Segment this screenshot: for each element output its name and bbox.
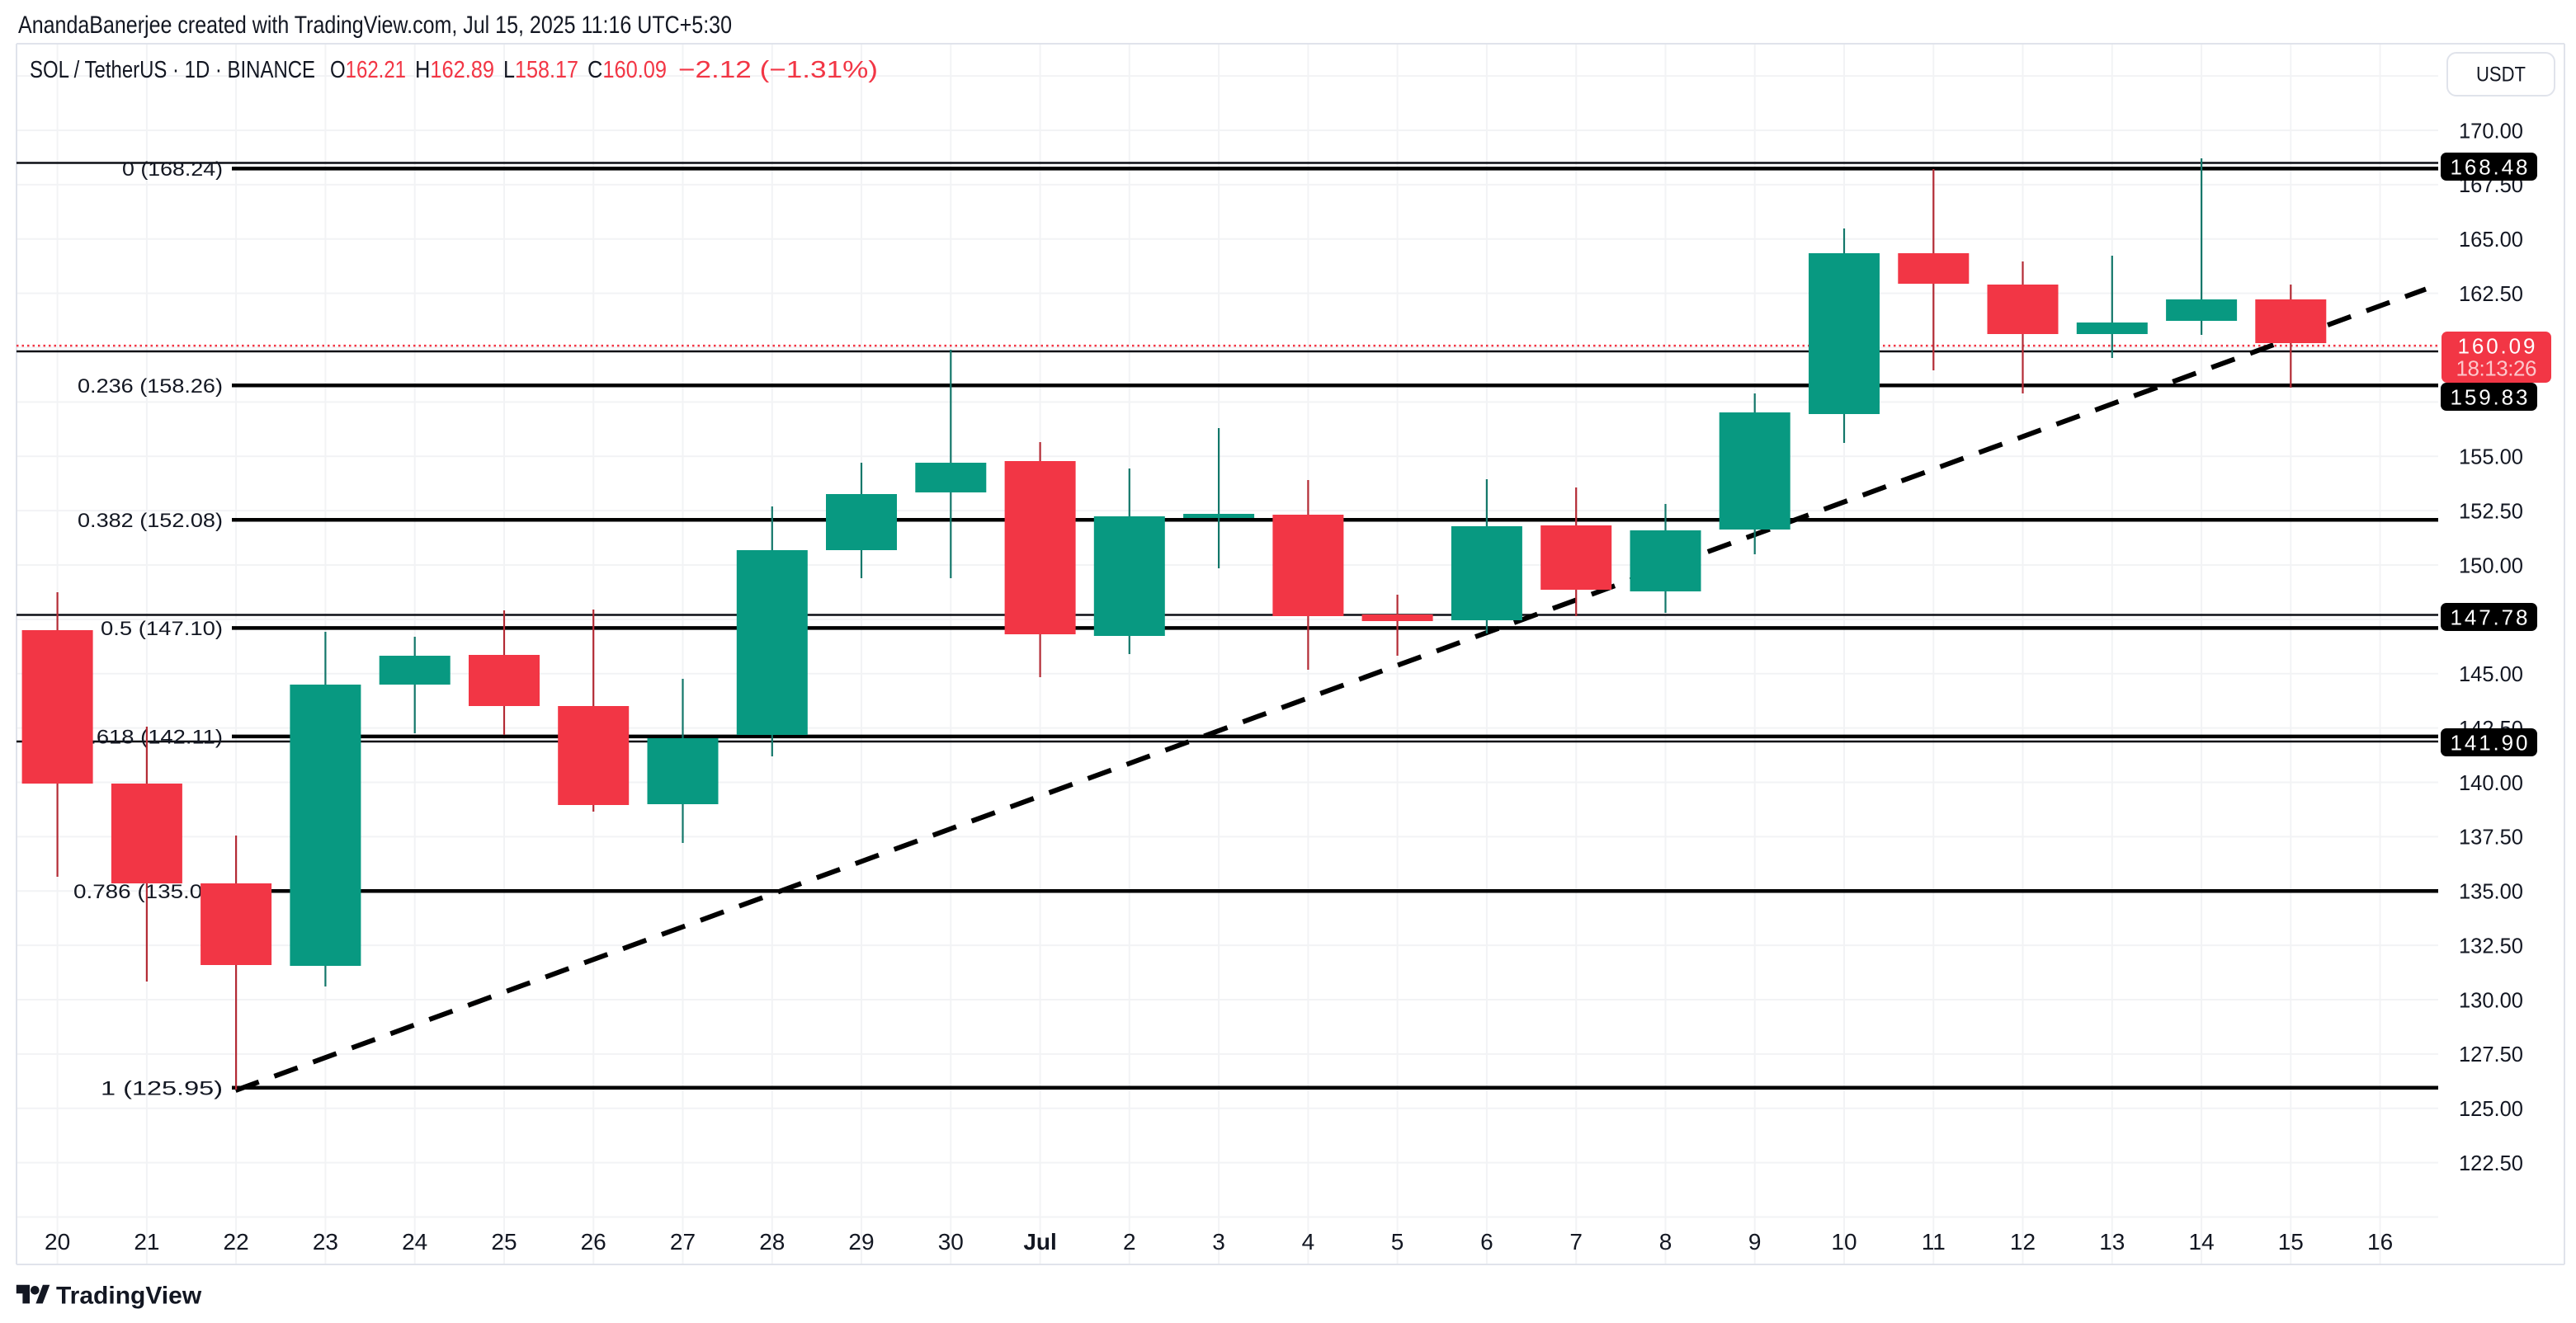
svg-text:12: 12 bbox=[2010, 1229, 2036, 1255]
svg-text:26: 26 bbox=[581, 1229, 606, 1255]
svg-text:137.50: 137.50 bbox=[2459, 825, 2523, 850]
svg-text:155.00: 155.00 bbox=[2459, 445, 2523, 469]
svg-text:0 (168.24): 0 (168.24) bbox=[122, 158, 223, 181]
svg-text:147.78: 147.78 bbox=[2451, 605, 2528, 629]
svg-text:141.90: 141.90 bbox=[2451, 730, 2528, 755]
svg-text:23: 23 bbox=[313, 1229, 338, 1255]
svg-text:135.00: 135.00 bbox=[2459, 879, 2523, 904]
svg-text:H162.89: H162.89 bbox=[415, 57, 494, 83]
svg-text:4: 4 bbox=[1302, 1229, 1315, 1255]
svg-text:132.50: 132.50 bbox=[2459, 933, 2523, 958]
svg-text:160.09: 160.09 bbox=[2458, 334, 2536, 359]
svg-text:20: 20 bbox=[45, 1229, 70, 1255]
svg-text:2: 2 bbox=[1123, 1229, 1136, 1255]
svg-text:6: 6 bbox=[1480, 1229, 1493, 1255]
svg-text:29: 29 bbox=[848, 1229, 874, 1255]
svg-text:AnandaBanerjee created with Tr: AnandaBanerjee created with TradingView.… bbox=[18, 12, 732, 39]
svg-text:0.786 (135.00): 0.786 (135.00) bbox=[73, 881, 223, 903]
svg-text:168.48: 168.48 bbox=[2451, 154, 2528, 179]
svg-text:140.00: 140.00 bbox=[2459, 770, 2523, 795]
svg-text:USDT: USDT bbox=[2476, 64, 2526, 87]
svg-text:165.00: 165.00 bbox=[2459, 227, 2523, 252]
svg-text:30: 30 bbox=[938, 1229, 964, 1255]
svg-text:5: 5 bbox=[1391, 1229, 1404, 1255]
svg-text:28: 28 bbox=[759, 1229, 785, 1255]
svg-text:9: 9 bbox=[1748, 1229, 1762, 1255]
svg-text:0.618 (142.11): 0.618 (142.11) bbox=[78, 727, 223, 749]
svg-text:8: 8 bbox=[1659, 1229, 1673, 1255]
svg-text:SOL / TetherUS · 1D · BINANCE: SOL / TetherUS · 1D · BINANCE bbox=[30, 57, 315, 83]
svg-text:130.00: 130.00 bbox=[2459, 987, 2523, 1012]
svg-text:16: 16 bbox=[2367, 1229, 2393, 1255]
svg-text:145.00: 145.00 bbox=[2459, 662, 2523, 686]
svg-text:10: 10 bbox=[1831, 1229, 1857, 1255]
svg-text:125.00: 125.00 bbox=[2459, 1096, 2523, 1121]
svg-text:21: 21 bbox=[134, 1229, 159, 1255]
svg-text:162.50: 162.50 bbox=[2459, 281, 2523, 306]
svg-text:15: 15 bbox=[2278, 1229, 2304, 1255]
svg-text:Jul: Jul bbox=[1023, 1229, 1056, 1255]
svg-text:0.382 (152.08): 0.382 (152.08) bbox=[78, 510, 223, 532]
svg-text:1 (125.95): 1 (125.95) bbox=[101, 1077, 223, 1099]
svg-text:152.50: 152.50 bbox=[2459, 498, 2523, 523]
svg-text:18:13:26: 18:13:26 bbox=[2456, 356, 2537, 381]
svg-text:25: 25 bbox=[491, 1229, 517, 1255]
svg-text:TradingView: TradingView bbox=[56, 1283, 202, 1310]
svg-text:0.236 (158.26): 0.236 (158.26) bbox=[78, 375, 223, 398]
svg-text:24: 24 bbox=[402, 1229, 427, 1255]
svg-text:−2.12 (−1.31%): −2.12 (−1.31%) bbox=[678, 57, 878, 83]
svg-text:170.00: 170.00 bbox=[2459, 118, 2523, 143]
svg-text:C160.09: C160.09 bbox=[587, 57, 667, 83]
svg-text:7: 7 bbox=[1569, 1229, 1583, 1255]
svg-text:O162.21: O162.21 bbox=[330, 57, 406, 83]
svg-text:27: 27 bbox=[670, 1229, 696, 1255]
svg-text:150.00: 150.00 bbox=[2459, 553, 2523, 577]
svg-text:14: 14 bbox=[2189, 1229, 2215, 1255]
svg-text:11: 11 bbox=[1922, 1229, 1946, 1255]
svg-text:0.5 (147.10): 0.5 (147.10) bbox=[101, 618, 223, 640]
svg-text:22: 22 bbox=[224, 1229, 249, 1255]
svg-text:159.83: 159.83 bbox=[2451, 384, 2528, 409]
svg-text:L158.17: L158.17 bbox=[503, 57, 578, 83]
svg-text:122.50: 122.50 bbox=[2459, 1151, 2523, 1175]
svg-text:127.50: 127.50 bbox=[2459, 1042, 2523, 1066]
svg-text:3: 3 bbox=[1212, 1229, 1225, 1255]
svg-text:13: 13 bbox=[2099, 1229, 2125, 1255]
